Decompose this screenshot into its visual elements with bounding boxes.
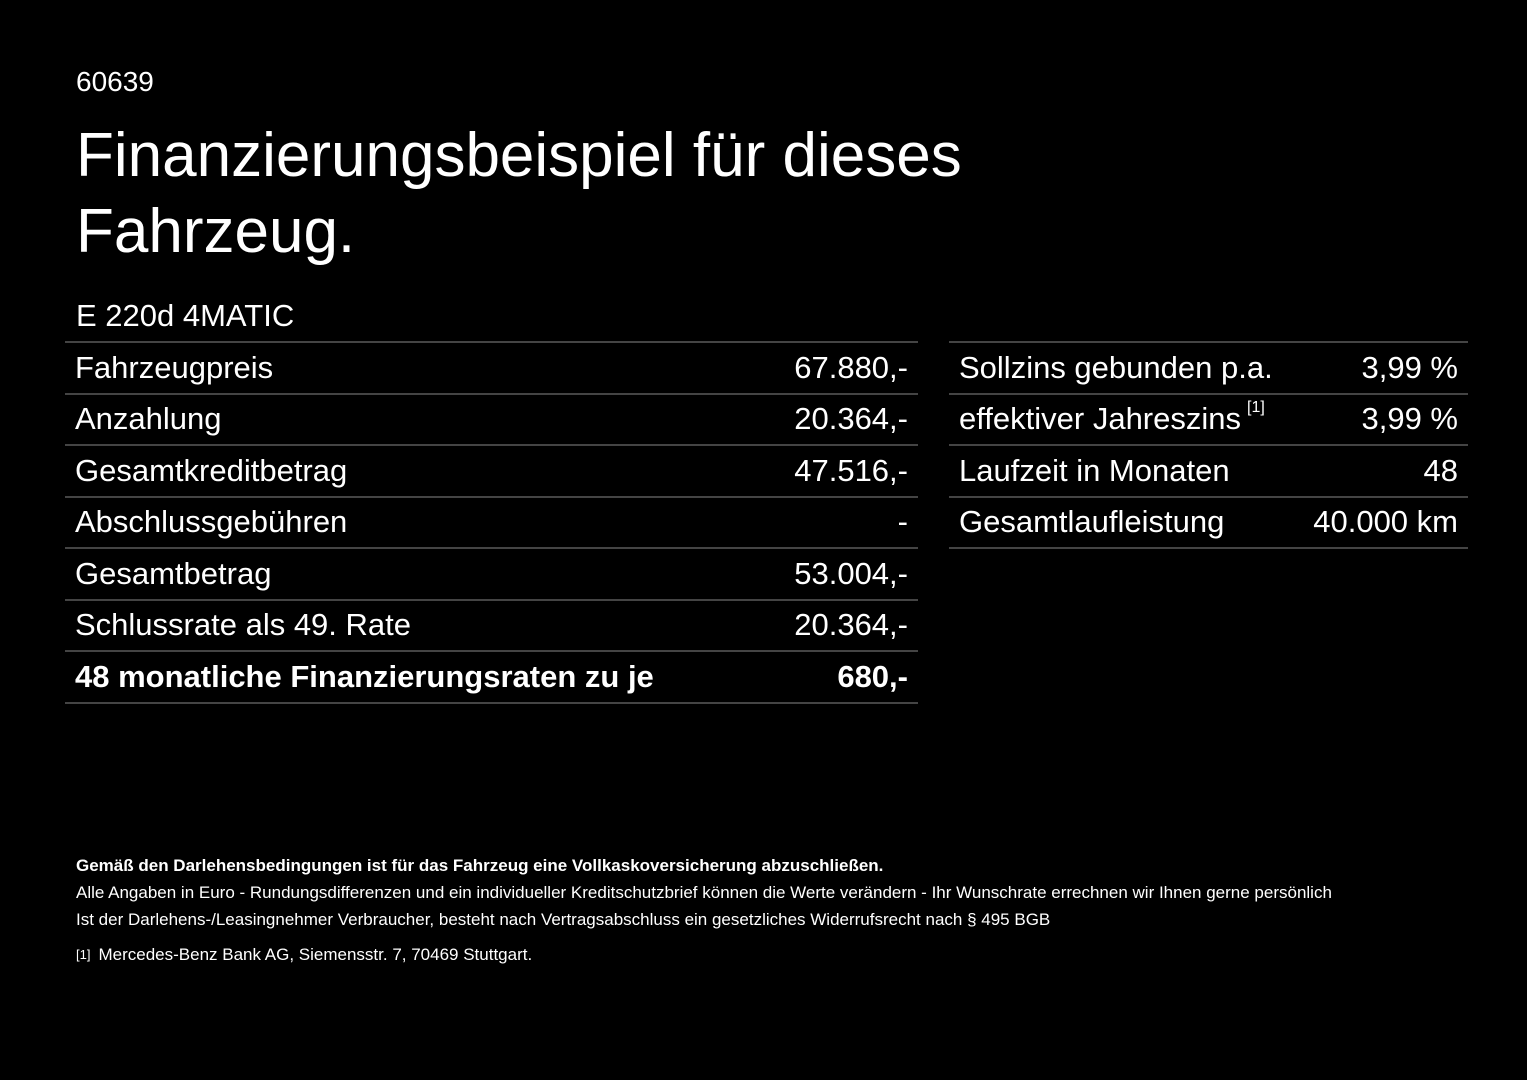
row-label: Gesamtbetrag	[75, 556, 271, 592]
table-row: Gesamtkreditbetrag 47.516,-	[65, 446, 918, 498]
table-row: Sollzins gebunden p.a. 3,99 %	[949, 343, 1468, 395]
label-text: 48 monatliche Finanzierungsraten zu je	[75, 658, 654, 694]
right-table: Sollzins gebunden p.a. 3,99 % effektiver J…	[949, 341, 1468, 549]
table-row: Laufzeit in Monaten 48	[949, 446, 1468, 498]
label-text: Gesamtkreditbetrag	[75, 452, 348, 488]
table-row: effektiver Jahreszins [1] 3,99 %	[949, 395, 1468, 446]
label-text: Gesamtlaufleistung	[959, 504, 1225, 540]
row-value: 20.364,-	[794, 401, 908, 437]
row-value: -	[897, 504, 908, 540]
row-label: Gesamtlaufleistung	[959, 504, 1224, 540]
row-label: Abschlussgebühren	[75, 504, 347, 540]
footnote-ref: [1]	[1247, 399, 1265, 417]
table-row: Gesamtlaufleistung 40.000 km	[949, 498, 1468, 549]
label-text: Laufzeit in Monaten	[959, 452, 1230, 488]
code: 60639	[76, 66, 154, 97]
note: Ist der Darlehens-/Leasingnehmer Verbrau…	[76, 910, 1051, 929]
row-value: 48	[1423, 452, 1458, 488]
title: Finanzierungsbeispiel für dieses Fahrzeu…	[76, 121, 962, 266]
footnote: [1] Mercedes-Benz Bank AG, Siemensstr. 7,…	[76, 941, 1476, 968]
label-text: Schlussrate als 49. Rate	[75, 607, 412, 643]
note: Alle Angaben in Euro - Rundungsdifferenz…	[76, 883, 1332, 902]
label-text: effektiver Jahreszins	[959, 401, 1241, 437]
label-text: Anzahlung	[75, 401, 222, 437]
footer: Gemäß den Darlehensbedingungen ist für d…	[76, 852, 1476, 968]
row-label: Sollzins gebunden p.a.	[959, 350, 1273, 386]
row-value: 20.364,-	[794, 607, 908, 643]
table-row: Gesamtbetrag 53.004,-	[65, 549, 918, 601]
row-value: 47.516,-	[794, 452, 908, 488]
row-label: effektiver Jahreszins [1]	[959, 399, 1265, 437]
table-row: Abschlussgebühren -	[65, 498, 918, 549]
table-row: Anzahlung 20.364,-	[65, 395, 918, 446]
row-value: 3,99 %	[1361, 401, 1458, 437]
row-label: 48 monatliche Finanzierungsraten zu je	[75, 659, 654, 695]
row-label: Gesamtkreditbetrag	[75, 453, 347, 489]
table-row: Schlussrate als 49. Rate 20.364,-	[65, 601, 918, 652]
row-value: 40.000 km	[1313, 504, 1458, 540]
left-table: Fahrzeugpreis 67.880,- Anzahlung 20.364,- Ge…	[65, 341, 918, 704]
row-value: 680,-	[837, 658, 908, 694]
row-label: Anzahlung	[75, 401, 222, 437]
bold-note: Gemäß den Darlehensbedingungen ist für d…	[76, 856, 884, 875]
label-text: Abschlussgebühren	[75, 504, 348, 540]
footnote-text: Mercedes-Benz Bank AG, Siemensstr. 7, 70…	[98, 945, 533, 964]
row-value: 53.004,-	[794, 555, 908, 591]
model: E 220d 4MATIC	[76, 298, 295, 333]
row-label: Fahrzeugpreis	[75, 350, 273, 386]
row-value: 3,99 %	[1361, 349, 1458, 385]
label-text: Gesamtbetrag	[75, 555, 272, 591]
row-value: 67.880,-	[794, 349, 908, 385]
label-text: Fahrzeugpreis	[75, 349, 274, 385]
table-row: Fahrzeugpreis 67.880,-	[65, 343, 918, 395]
table-row: 48 monatliche Finanzierungsraten zu je 68…	[65, 652, 918, 704]
label-text: Sollzins gebunden p.a.	[959, 349, 1273, 385]
row-label: Schlussrate als 49. Rate	[75, 607, 411, 643]
footnote-marker: [1]	[76, 947, 91, 962]
row-label: Laufzeit in Monaten	[959, 453, 1230, 489]
